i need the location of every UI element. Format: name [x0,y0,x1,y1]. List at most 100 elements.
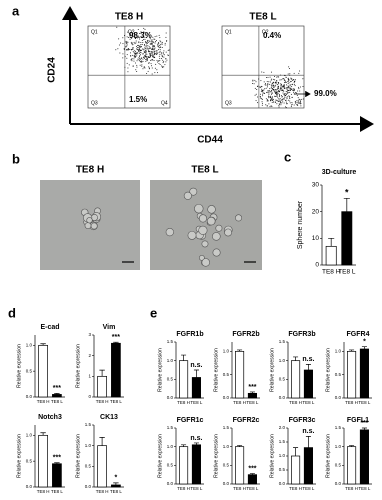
event-dot [281,86,283,88]
event-dot [267,83,269,85]
bar [303,447,313,485]
event-dot [149,52,151,54]
x-tick-label: TE8 H [233,400,246,405]
event-dot [142,48,144,50]
event-dot [292,89,294,91]
event-dot [135,55,137,57]
event-dot [149,47,151,49]
percent-label: 0.4% [263,31,281,40]
event-dot [258,78,260,80]
event-dot [153,45,155,47]
event-dot [161,47,163,49]
y-axis-label: Relative expression [16,434,22,478]
significance: n.s. [190,435,202,442]
event-dot [286,91,288,93]
event-dot [131,47,133,49]
cell [201,240,209,248]
x-tick-label: TE8 H [345,400,358,405]
event-dot [148,50,150,52]
event-dot [167,49,169,51]
event-dot [164,42,166,44]
quadrant-label: Q3 [225,100,232,106]
event-dot [152,36,154,38]
event-dot [153,38,155,40]
event-dot [165,61,167,63]
cell [207,205,216,214]
chart-title: FGFR2b [232,331,259,338]
bar [38,434,48,488]
micrograph [150,180,262,270]
event-dot [271,83,273,85]
event-dot [267,90,269,92]
event-dot [263,89,265,91]
event-dot [143,31,145,33]
event-dot [278,106,280,108]
error-bar [99,369,105,377]
error-bar [328,237,335,247]
event-dot [147,41,149,43]
event-dot [151,48,153,50]
event-dot [160,46,162,48]
event-dot [160,53,162,55]
event-dot [270,89,272,91]
flow-frame [87,25,171,109]
event-dot [159,53,161,55]
event-dot [153,53,155,55]
event-dot [272,98,274,100]
event-dot [146,40,148,42]
event-dot [259,86,261,88]
event-dot [146,48,148,50]
event-dot [298,88,300,90]
event-dot [299,70,301,72]
panel-letter: c [284,149,291,164]
event-dot [299,102,301,104]
event-dot [291,78,293,80]
event-dot [145,45,147,47]
event-dot [144,67,146,69]
event-dot [256,96,258,98]
event-dot [151,73,153,75]
significance: *** [248,465,256,472]
event-dot [126,41,128,43]
x-tick-label: TE8 L [110,489,123,494]
event-dot [261,98,263,100]
cell [198,225,208,235]
event-dot [291,86,293,88]
event-dot [271,85,273,87]
y-tick-label: 0.0 [279,395,286,400]
event-dot [268,96,270,98]
event-dot [126,57,128,59]
event-dot [140,43,142,45]
event-dot [135,46,137,48]
event-dot [163,66,165,68]
event-dot [293,88,295,90]
event-dot [272,85,274,87]
event-dot [275,89,277,91]
x-tick-label: TE8 L [51,489,64,494]
error-bar [40,343,46,346]
event-dot [143,49,145,51]
event-dot [287,89,289,91]
event-dot [142,53,144,55]
event-dot [262,91,264,93]
event-dot [293,82,295,84]
bar [97,375,107,398]
event-dot [279,97,281,99]
event-dot [141,43,143,45]
event-dot [166,40,168,42]
event-dot [151,43,153,45]
event-dot [132,50,134,52]
event-dot [134,37,136,39]
event-dot [161,66,163,68]
event-dot [152,54,154,56]
event-dot [269,106,271,108]
event-dot [141,65,143,67]
event-dot [136,66,138,68]
y-tick-label: 0.5 [26,458,33,463]
event-dot [268,92,270,94]
event-dot [134,43,136,45]
event-dot [147,56,149,58]
event-dot [276,94,278,96]
event-dot [119,52,121,54]
significance: *** [360,420,368,427]
